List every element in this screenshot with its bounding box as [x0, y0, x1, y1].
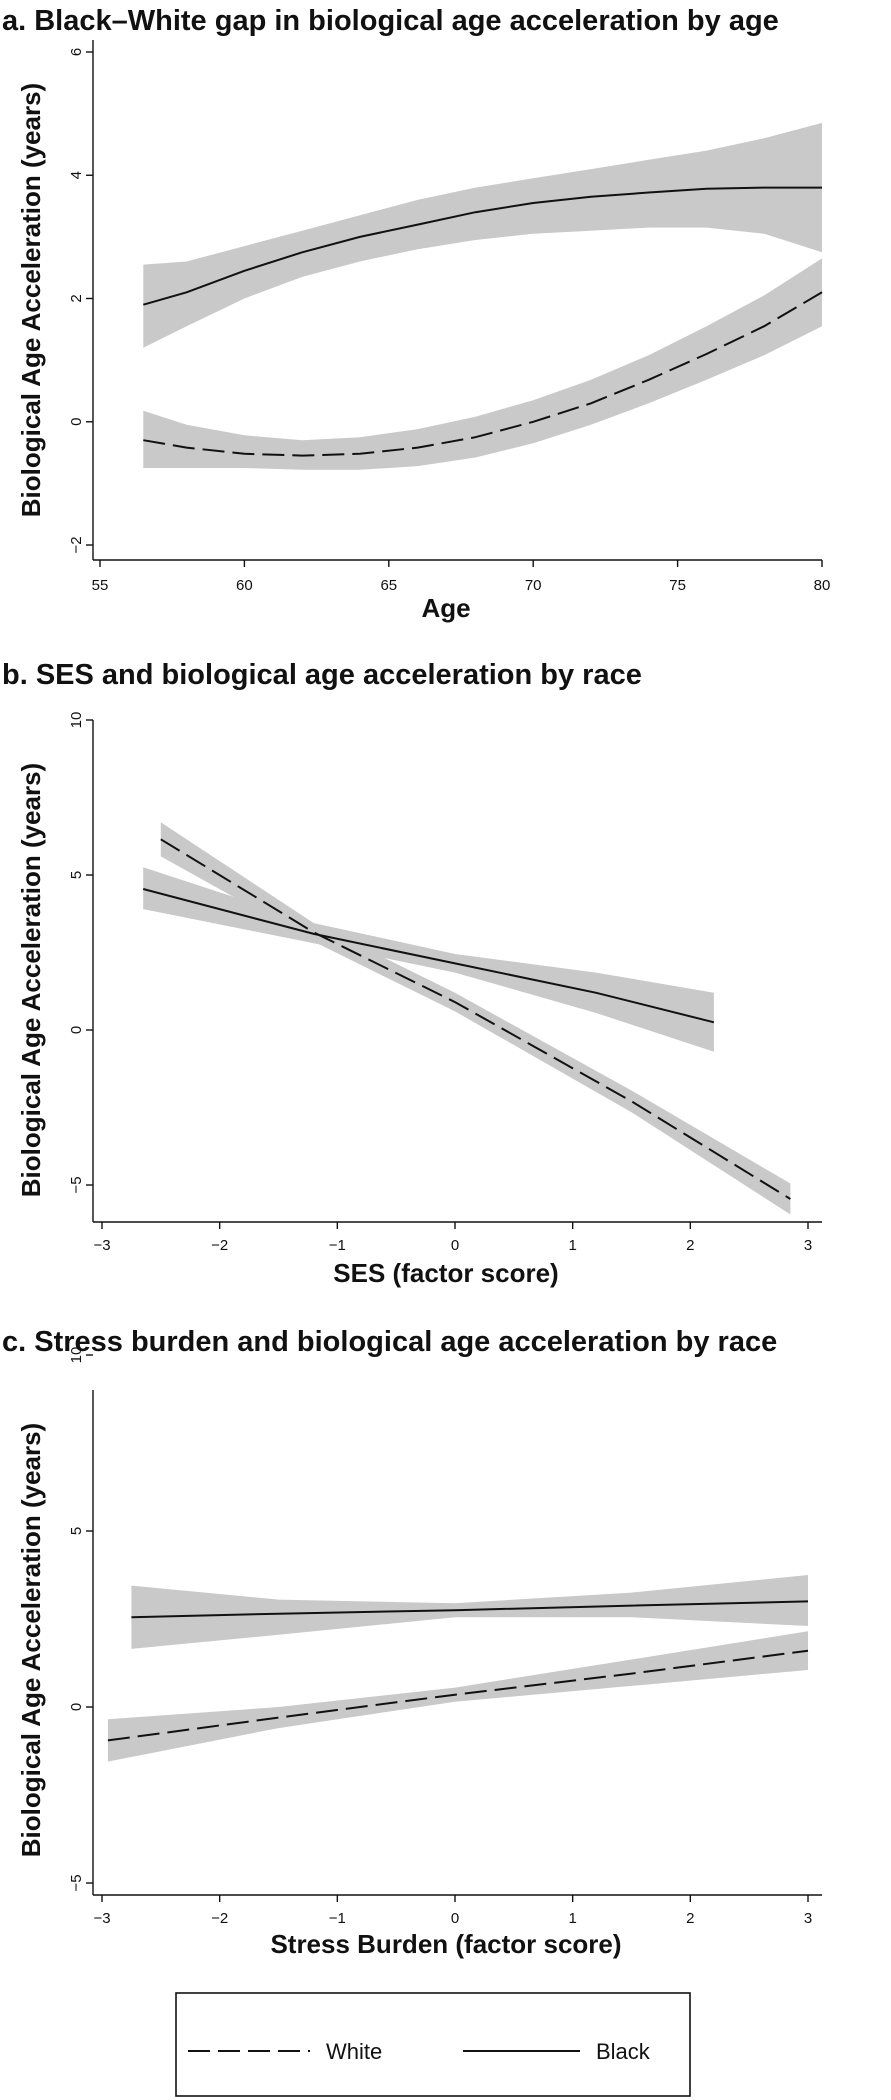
ci-band-black [131, 1575, 808, 1649]
series-line-white [107, 1649, 809, 1742]
x-tick-label: −2 [211, 1910, 228, 1927]
x-tick-label: 1 [568, 1237, 576, 1254]
y-tick-label: 10 [68, 712, 85, 729]
x-tick-label: −2 [211, 1237, 228, 1254]
x-tick-label: 60 [236, 577, 253, 594]
x-axis-title: Stress Burden (factor score) [270, 1929, 621, 1959]
legend-black-label: Black [596, 2039, 651, 2064]
y-tick-label: −5 [68, 1176, 85, 1193]
panel-b: b. SES and biological age acceleration b… [2, 659, 822, 1288]
y-tick-label: −5 [68, 1874, 85, 1891]
y-axis-title: Biological Age Acceleration (years) [16, 83, 46, 517]
ci-band-white [160, 822, 791, 1215]
y-tick-label: 0 [68, 1026, 85, 1034]
x-tick-label: −1 [329, 1910, 346, 1927]
y-axis-title: Biological Age Acceleration (years) [16, 1423, 46, 1857]
series-line-black [143, 186, 822, 306]
y-tick-label: 2 [68, 294, 85, 302]
x-tick-label: 65 [380, 577, 397, 594]
ci-band-white [107, 1631, 808, 1762]
x-tick-label: 3 [804, 1237, 812, 1254]
x-tick-label: 0 [451, 1237, 459, 1254]
x-tick-label: 0 [451, 1910, 459, 1927]
y-tick-label: 5 [68, 1527, 85, 1535]
y-tick-label: −2 [68, 536, 85, 553]
panel-title: b. SES and biological age acceleration b… [2, 659, 642, 691]
panel-title: c. Stress burden and biological age acce… [2, 1326, 777, 1358]
series-line-black [142, 888, 715, 1024]
legend-white-label: White [326, 2039, 382, 2064]
panel-c: c. Stress burden and biological age acce… [2, 1326, 822, 1959]
series-line-white [143, 291, 823, 457]
x-tick-label: 3 [804, 1910, 812, 1927]
y-axis-title: Biological Age Acceleration (years) [16, 763, 46, 1197]
y-tick-label: 0 [68, 418, 85, 426]
ci-band-black [143, 122, 823, 348]
series-line-white [160, 838, 791, 1200]
x-axis-title: Age [421, 593, 470, 623]
ci-band-black [143, 867, 714, 1052]
x-tick-label: −1 [329, 1237, 346, 1254]
x-tick-label: 75 [669, 577, 686, 594]
x-tick-label: 2 [686, 1910, 694, 1927]
x-tick-label: −3 [93, 1910, 110, 1927]
panel-title: a. Black–White gap in biological age acc… [2, 5, 779, 37]
x-tick-label: 80 [814, 577, 831, 594]
y-tick-label: 10 [68, 1347, 85, 1364]
x-tick-label: 1 [568, 1910, 576, 1927]
y-tick-label: 6 [68, 48, 85, 56]
y-tick-label: 5 [68, 871, 85, 879]
x-tick-label: 70 [525, 577, 542, 594]
legend-box [175, 1992, 691, 2097]
y-tick-label: 0 [68, 1703, 85, 1711]
x-tick-label: 2 [686, 1237, 694, 1254]
legend: White Black [175, 1992, 691, 2097]
panel-a: a. Black–White gap in biological age acc… [2, 5, 830, 623]
x-tick-label: 55 [92, 577, 109, 594]
series-line-black [131, 1600, 809, 1619]
x-axis-title: SES (factor score) [333, 1258, 558, 1288]
x-tick-label: −3 [93, 1237, 110, 1254]
y-tick-label: 4 [68, 171, 85, 179]
